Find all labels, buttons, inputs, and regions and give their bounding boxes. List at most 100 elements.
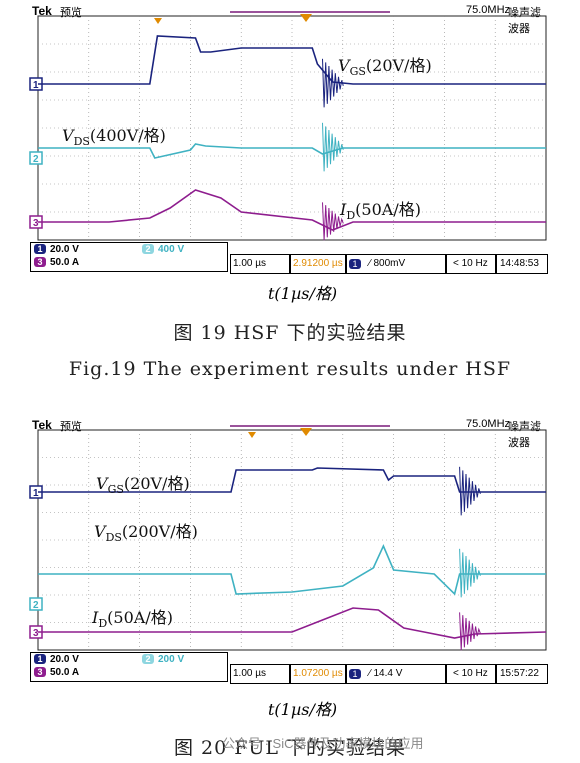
ch1-scale-text: 20.0 V bbox=[50, 654, 79, 665]
brand-label: Tek bbox=[32, 418, 52, 432]
trigger-position-icon bbox=[300, 428, 312, 436]
timebase-box: 1.00 µs bbox=[230, 664, 290, 684]
timebase-text: 1.00 µs bbox=[233, 668, 267, 679]
caption-cn: 图 20 FUL 下的实验结果 bbox=[173, 737, 407, 759]
trigger-ch-icon: 1 bbox=[349, 669, 361, 679]
channel-box bbox=[30, 242, 228, 272]
vds-annotation: VDS(200V/格) bbox=[94, 518, 198, 544]
trace-2 bbox=[38, 544, 546, 596]
rate-text: < 10 Hz bbox=[453, 668, 488, 679]
ringing-burst-3 bbox=[322, 202, 344, 241]
id-annotation: ID(50A/格) bbox=[340, 196, 421, 222]
ringing-burst-1 bbox=[459, 466, 481, 516]
ringing-burst-2 bbox=[322, 122, 344, 172]
id-scale: (50A/格) bbox=[355, 200, 421, 219]
vds-scale: (400V/格) bbox=[89, 126, 166, 145]
trigger-point-icon bbox=[154, 18, 162, 24]
id-symbol: I bbox=[92, 608, 99, 627]
scope-plot: 1 2 3 bbox=[29, 11, 547, 241]
vds-scale: (200V/格) bbox=[121, 522, 198, 541]
trace-2 bbox=[38, 143, 546, 159]
ringing-burst-2 bbox=[459, 548, 481, 598]
vgs-symbol: V bbox=[338, 56, 350, 75]
ch1-scale-text: 20.0 V bbox=[50, 244, 79, 255]
channel-2-marker-icon bbox=[29, 151, 43, 165]
time-text: 14:48:53 bbox=[500, 258, 539, 269]
channel-box bbox=[30, 652, 228, 682]
ch3-badge-icon: 3 bbox=[34, 257, 46, 268]
ch3-scale: 3 50.0 A bbox=[34, 667, 79, 678]
delay-text: 1.07200 µs bbox=[293, 668, 343, 679]
rate-text: < 10 Hz bbox=[453, 258, 488, 269]
trigger-box: 1 ∕ 800mV bbox=[346, 254, 446, 274]
id-scale: (50A/格) bbox=[107, 608, 173, 627]
id-annotation: ID(50A/格) bbox=[92, 604, 173, 630]
vgs-symbol: V bbox=[96, 474, 108, 493]
ch3-scale-text: 50.0 A bbox=[50, 257, 80, 268]
time-box: 14:48:53 bbox=[496, 254, 548, 274]
vgs-scale: (20V/格) bbox=[365, 56, 432, 75]
ch3-scale-text: 50.0 A bbox=[50, 667, 80, 678]
rate-box: < 10 Hz bbox=[446, 254, 496, 274]
caption-en: Fig.19 The experiment results under HSF bbox=[68, 358, 512, 380]
bandwidth-label: 75.0MHz bbox=[466, 4, 511, 16]
ch3-badge-icon: 3 bbox=[34, 667, 46, 678]
vds-symbol: V bbox=[94, 522, 106, 541]
scope-status-bar: 1 20.0 V 2 400 V 3 50.0 A 1.00 µs 2.91200 µ… bbox=[30, 242, 550, 274]
vgs-subscript: GS bbox=[107, 483, 124, 497]
x-axis-label: t(1µs/格) bbox=[268, 700, 338, 719]
vgs-subscript: GS bbox=[349, 65, 366, 79]
delay-box: 1.07200 µs bbox=[290, 664, 346, 684]
vgs-scale: (20V/格) bbox=[123, 474, 190, 493]
trigger-position-icon bbox=[300, 14, 312, 22]
scope-status-bar: 1 20.0 V 2 200 V 3 50.0 A 1.00 µs 1.07200 µ… bbox=[30, 652, 550, 684]
vgs-annotation: VGS(20V/格) bbox=[96, 470, 190, 496]
ringing-burst-1 bbox=[322, 58, 344, 108]
trigger-text: ∕ 14.4 V bbox=[369, 668, 403, 679]
timebase-text: 1.00 µs bbox=[233, 258, 267, 269]
ch2-scale: 2 400 V bbox=[142, 244, 184, 255]
timebase-box: 1.00 µs bbox=[230, 254, 290, 274]
vds-symbol: V bbox=[62, 126, 74, 145]
vds-subscript: DS bbox=[73, 135, 90, 149]
channel-2-marker-icon bbox=[29, 597, 43, 611]
ch2-badge-icon: 2 bbox=[142, 654, 154, 665]
trigger-point-icon bbox=[248, 432, 256, 438]
id-subscript: D bbox=[346, 209, 356, 223]
ch1-badge-icon: 1 bbox=[34, 654, 46, 665]
watermark: 公众号 · SiC器件及功率模块的应用 bbox=[222, 736, 424, 751]
id-symbol: I bbox=[340, 200, 347, 219]
trigger-box: 1 ∕ 14.4 V bbox=[346, 664, 446, 684]
brand-label: Tek bbox=[32, 4, 52, 18]
channel-3-marker-label: 3 bbox=[33, 628, 39, 639]
channel-3-marker-label: 3 bbox=[33, 218, 39, 229]
time-text: 15:57:22 bbox=[500, 668, 539, 679]
bandwidth-label: 75.0MHz bbox=[466, 418, 511, 430]
vds-annotation: VDS(400V/格) bbox=[62, 122, 166, 148]
delay-box: 2.91200 µs bbox=[290, 254, 346, 274]
ch2-scale-text: 200 V bbox=[158, 654, 185, 665]
trigger-ch-icon: 1 bbox=[349, 259, 361, 269]
channel-1-marker-label: 1 bbox=[33, 80, 39, 91]
trace-3 bbox=[38, 189, 546, 231]
trigger-text: ∕ 800mV bbox=[369, 258, 406, 269]
ch2-scale-text: 400 V bbox=[158, 244, 185, 255]
vds-subscript: DS bbox=[105, 531, 122, 545]
x-axis-label: t(1µs/格) bbox=[268, 284, 338, 303]
id-subscript: D bbox=[98, 617, 108, 631]
vgs-annotation: VGS(20V/格) bbox=[338, 52, 432, 78]
ch2-scale: 2 200 V bbox=[142, 654, 184, 665]
scope-plot: 1 2 3 bbox=[29, 425, 547, 651]
rate-box: < 10 Hz bbox=[446, 664, 496, 684]
ch2-badge-icon: 2 bbox=[142, 244, 154, 255]
scope-screen-1: Tek 预览 75.0MHz 噪声滤波器 1 2 3 1 20.0 V 2 400 V … bbox=[29, 0, 550, 278]
ch1-badge-icon: 1 bbox=[34, 244, 46, 255]
delay-text: 2.91200 µs bbox=[293, 258, 343, 269]
channel-2-marker-label: 2 bbox=[33, 154, 39, 165]
time-box: 15:57:22 bbox=[496, 664, 548, 684]
ch1-scale: 1 20.0 V bbox=[34, 654, 79, 665]
channel-1-marker-label: 1 bbox=[33, 488, 39, 499]
scope-header: Tek 预览 75.0MHz 噪声滤波器 bbox=[30, 0, 550, 35]
channel-2-marker-label: 2 bbox=[33, 600, 39, 611]
